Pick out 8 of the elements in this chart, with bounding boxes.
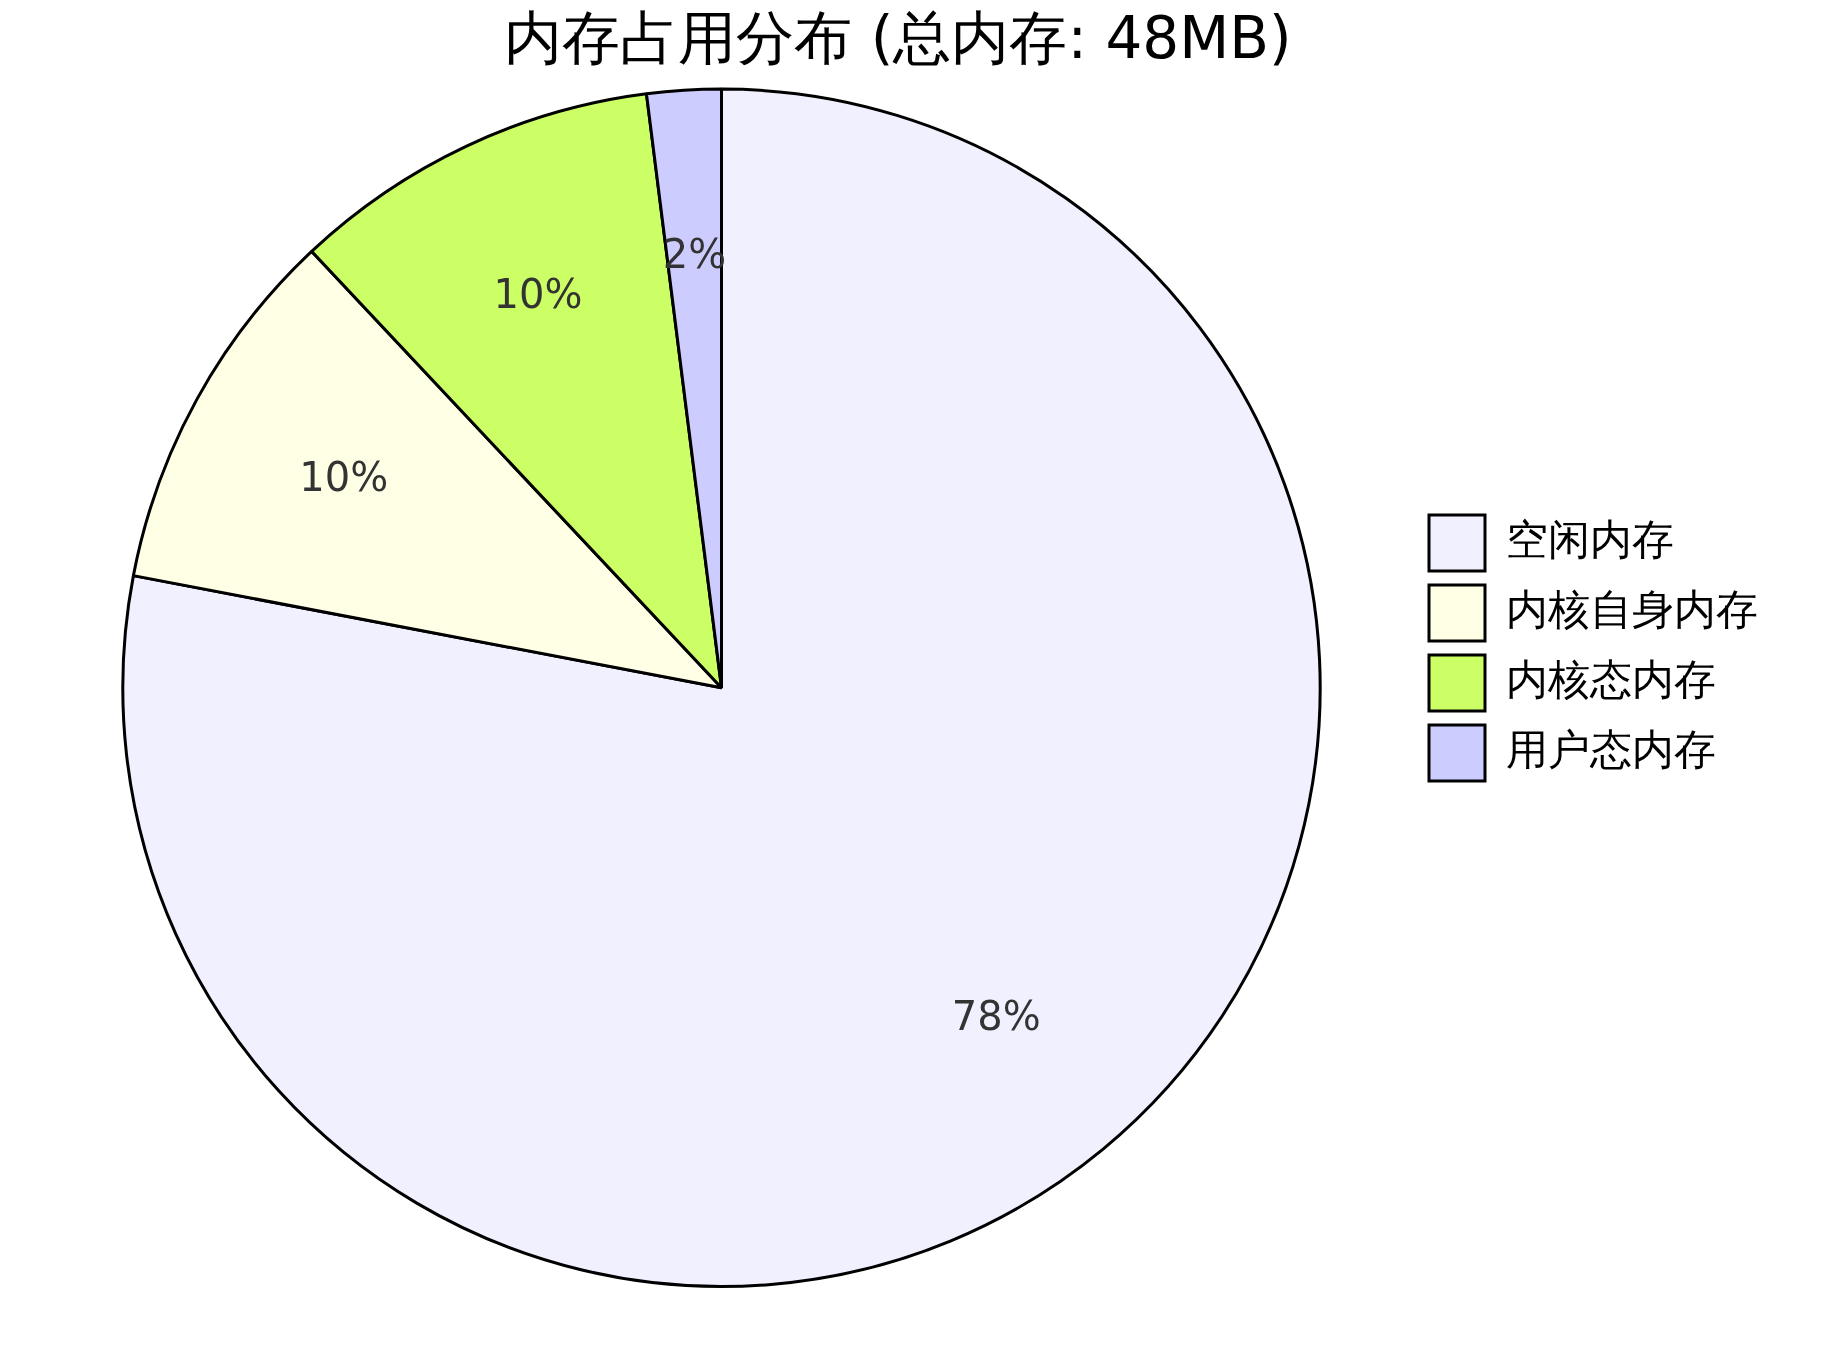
data-label: 10% <box>493 271 583 318</box>
legend-label: 用户态内存 <box>1506 724 1716 774</box>
legend-label: 空闲内存 <box>1506 514 1674 564</box>
data-label: 10% <box>299 453 389 500</box>
legend-label: 内核态内存 <box>1506 654 1716 704</box>
chart-title: 内存占用分布 (总内存: 48MB) <box>504 3 1292 72</box>
data-label: 78% <box>951 993 1041 1040</box>
legend-label: 内核自身内存 <box>1506 584 1758 634</box>
